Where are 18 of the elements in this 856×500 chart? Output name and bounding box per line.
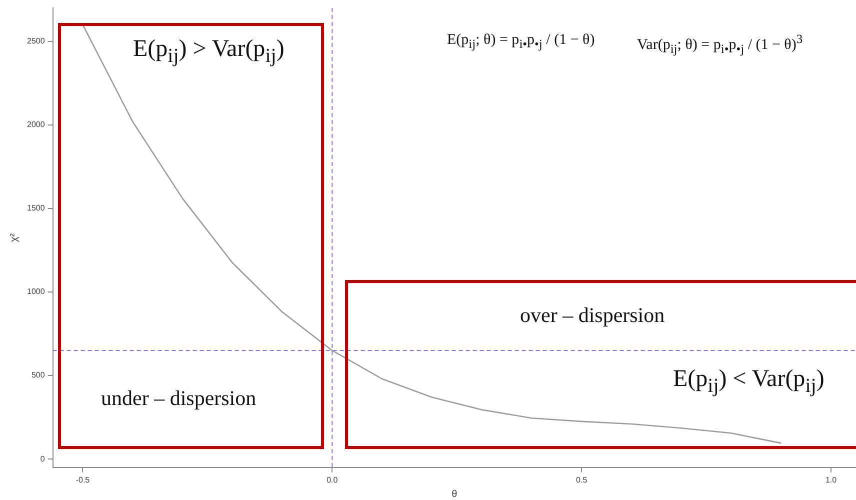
y-tick-label: 2000 [27,120,46,130]
y-tick-label: 500 [31,370,46,380]
annotation: Var(p$_{ij}$; θ) = p$_{i•}$p$_{•j}$ / (1 − θ)$^{3}$ [637,32,803,57]
x-tick-label: 0.0 [326,475,338,484]
annotation: under – dispersion [101,386,256,411]
annotation: E(p$_{ij}$; θ) = p$_{i•}$p$_{•j}$ / (1 − θ) [447,32,595,52]
annotation: E(p$_{ij}$) > Var(p$_{ij}$) [133,36,284,68]
y-axis-title: χ² [8,232,20,242]
annotation: over – dispersion [520,303,665,328]
y-tick-label: 0 [40,454,46,464]
y-tick-label: 1500 [27,204,46,213]
x-tick-label: -0.5 [76,475,90,484]
x-tick-label: 0.5 [576,475,588,484]
annotation: E(p$_{ij}$) < Var(p$_{ij}$) [673,366,824,398]
x-tick-label: 1.0 [825,475,838,484]
x-axis-title: θ [452,488,458,500]
y-tick-label: 1000 [27,287,46,296]
y-tick-label: 2500 [27,36,46,46]
